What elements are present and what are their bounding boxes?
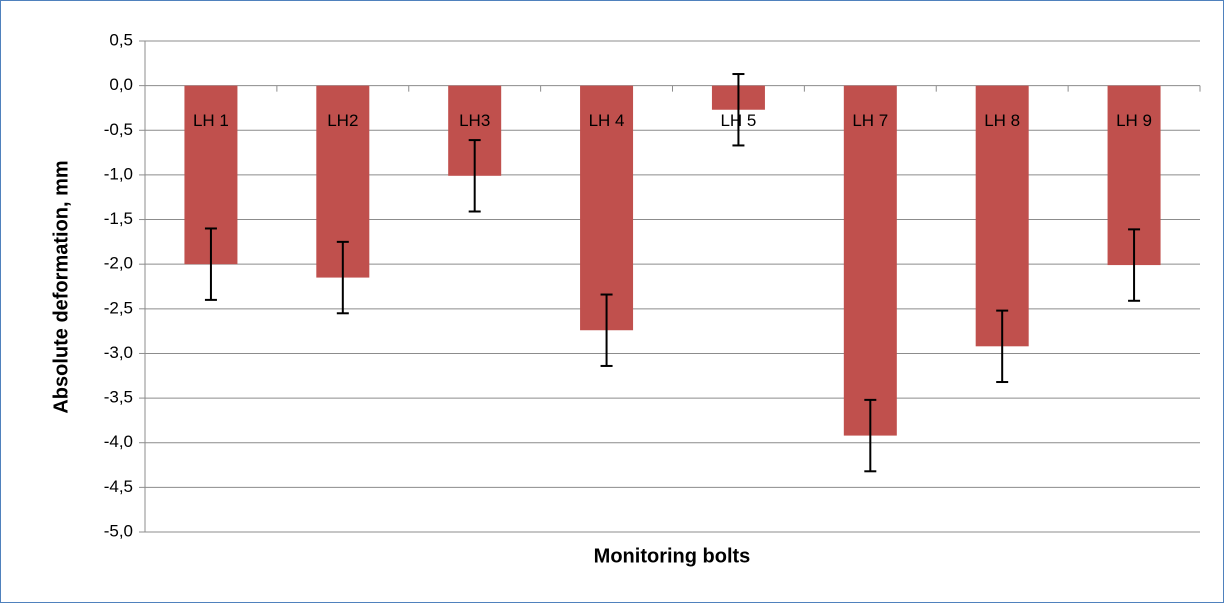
error-bar [336,240,349,315]
error-bar [732,73,745,147]
error-bar [600,293,613,367]
y-tick-label: -3,0 [104,343,133,362]
y-tick-label: -4,5 [104,477,133,496]
bar [580,85,634,331]
error-bar [468,139,481,213]
y-tick-label: -1,5 [104,209,133,228]
y-tick-label: 0,0 [109,75,133,94]
y-tick-label: -5,0 [104,521,133,540]
y-tick-label: -4,0 [104,432,133,451]
y-tick-label: -1,0 [104,164,133,183]
y-tick-label: 0,5 [109,30,133,49]
y-tick-label: -2,0 [104,254,133,273]
y-axis-title: Absolute deformation, mm [50,160,72,413]
category-label: LH 1 [193,111,229,130]
bar [975,85,1029,347]
error-bar [204,227,217,301]
category-label: LH 7 [852,111,888,130]
y-tick-label: -3,5 [104,388,133,407]
category-label: LH3 [459,111,490,130]
error-bar [996,309,1009,384]
y-tick-label: -0,5 [104,120,133,139]
category-label: LH2 [327,111,358,130]
error-bar [864,398,877,473]
category-label: LH 9 [1116,111,1152,130]
category-label: LH 8 [984,111,1020,130]
y-tick-label: -2,5 [104,298,133,317]
bar [843,85,897,436]
error-bar [1128,228,1141,302]
category-label: LH 4 [589,111,625,130]
x-axis-title: Monitoring bolts [594,545,751,567]
